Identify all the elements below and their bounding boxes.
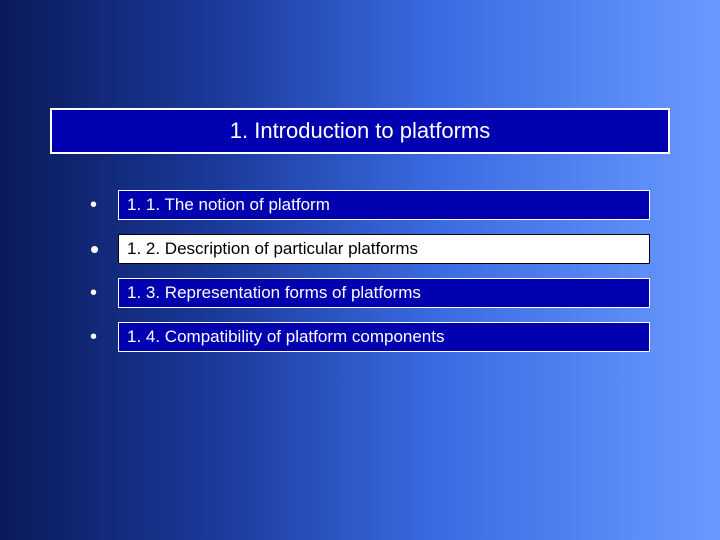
- bullet-icon: •: [90, 326, 118, 349]
- list-item: • 1. 4. Compatibility of platform compon…: [90, 322, 650, 352]
- title-text: 1. Introduction to platforms: [230, 118, 490, 143]
- item-box-highlighted: 1. 2. Description of particular platform…: [118, 234, 650, 264]
- item-label: 1. 1. The notion of platform: [127, 195, 330, 214]
- outline-list: • 1. 1. The notion of platform • 1. 2. D…: [90, 190, 650, 366]
- item-label: 1. 4. Compatibility of platform componen…: [127, 327, 444, 346]
- item-label: 1. 2. Description of particular platform…: [127, 239, 418, 258]
- item-box: 1. 3. Representation forms of platforms: [118, 278, 650, 308]
- list-item: • 1. 3. Representation forms of platform…: [90, 278, 650, 308]
- bullet-icon: •: [90, 194, 118, 217]
- item-box: 1. 4. Compatibility of platform componen…: [118, 322, 650, 352]
- list-item: • 1. 1. The notion of platform: [90, 190, 650, 220]
- bullet-icon: •: [90, 282, 118, 305]
- title-box: 1. Introduction to platforms: [50, 108, 670, 154]
- item-box: 1. 1. The notion of platform: [118, 190, 650, 220]
- item-label: 1. 3. Representation forms of platforms: [127, 283, 421, 302]
- list-item: • 1. 2. Description of particular platfo…: [90, 234, 650, 264]
- bullet-icon: •: [90, 239, 118, 259]
